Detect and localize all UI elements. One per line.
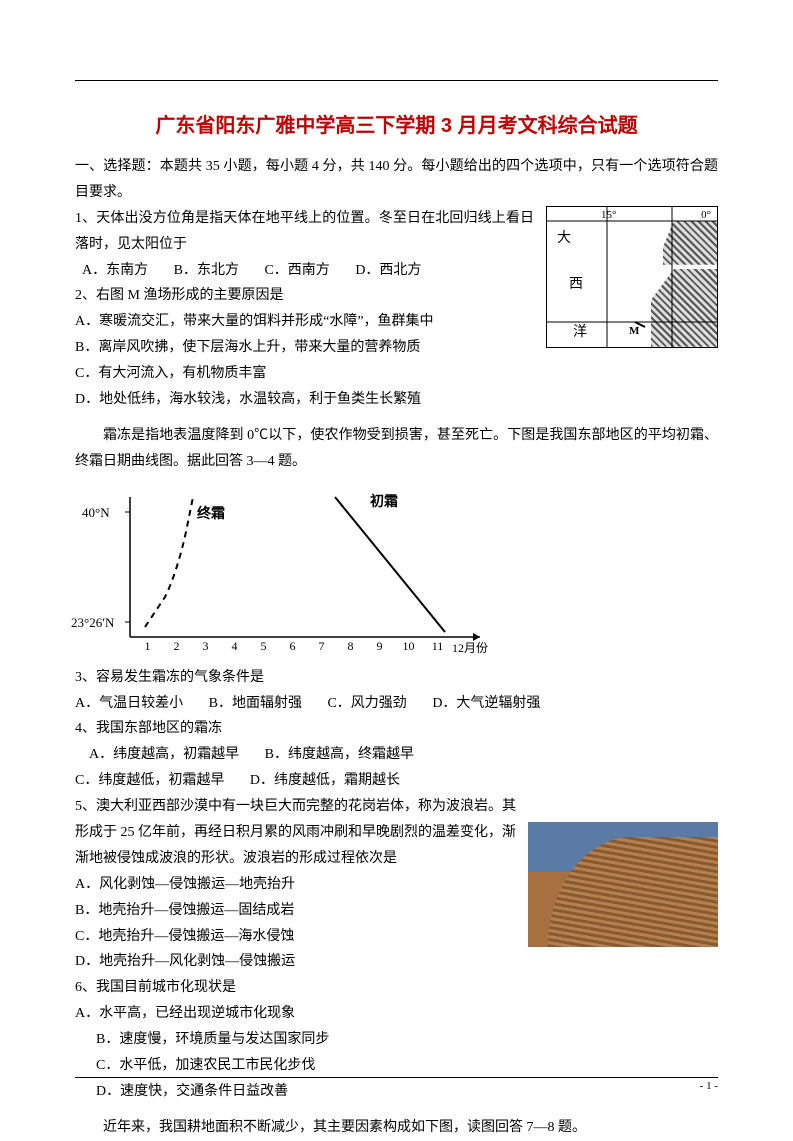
- q4-opt-b: B．纬度越高，终霜越早: [265, 747, 414, 762]
- q1-opt-c: C．西南方: [264, 263, 329, 278]
- x-5: 5: [249, 639, 278, 656]
- x-9: 9: [365, 639, 394, 656]
- x-6: 6: [278, 639, 307, 656]
- q3-opt-b: B．地面辐射强: [209, 696, 302, 711]
- x-10: 10: [394, 639, 423, 656]
- q3-opt-d: D．大气逆辐射强: [432, 696, 540, 711]
- q2-opt-c: C．有大河流入，有机物质丰富: [75, 361, 718, 387]
- x-3: 3: [191, 639, 220, 656]
- frost-chart: 40°N 23°26′N 1 2 3 4 5 6 7 8 9 10 11 12月…: [75, 487, 495, 657]
- page-footer: - 1 -: [75, 1077, 718, 1092]
- exam-title: 广东省阳东广雅中学高三下学期 3 月月考文科综合试题: [75, 109, 718, 138]
- x-1: 1: [133, 639, 162, 656]
- passage-7-8: 近年来，我国耕地面积不断减少，其主要因素构成如下图，读图回答 7—8 题。: [75, 1115, 718, 1141]
- x-2: 2: [162, 639, 191, 656]
- map-label-yang: 洋: [573, 321, 587, 341]
- passage-3-4: 霜冻是指地表温度降到 0℃以下，使农作物受到损害，甚至死亡。下图是我国东部地区的…: [75, 423, 718, 475]
- q6-stem: 6、我国目前城市化现状是: [75, 975, 718, 1001]
- q4-options-ab: A．纬度越高，初霜越早 B．纬度越高，终霜越早: [75, 742, 718, 768]
- x-11: 11: [423, 639, 452, 656]
- x-7: 7: [307, 639, 336, 656]
- x-8: 8: [336, 639, 365, 656]
- chart-label-zhong: 终霜: [197, 503, 225, 523]
- q6-opt-a: A．水平高，已经出现逆城市化现象: [75, 1001, 718, 1027]
- q3-stem: 3、容易发生霜冻的气象条件是: [75, 665, 718, 691]
- q1-opt-d: D．西北方: [355, 263, 421, 278]
- q6-opt-b: B．速度慢，环境质量与发达国家同步: [75, 1027, 718, 1053]
- map-figure: 15° 0° 30° 大 西 洋 M: [546, 206, 718, 348]
- page-number: - 1 -: [700, 1080, 718, 1092]
- q4-opt-a: A．纬度越高，初霜越早: [89, 747, 239, 762]
- q3-opt-c: C．风力强劲: [327, 696, 406, 711]
- x-4: 4: [220, 639, 249, 656]
- q4-opt-c: C．纬度越低，初霜越早: [75, 773, 224, 788]
- q4-stem: 4、我国东部地区的霜冻: [75, 716, 718, 742]
- chart-label-chu: 初霜: [370, 491, 398, 511]
- q2-opt-d: D．地处低纬，海水较浅，水温较高，利于鱼类生长繁殖: [75, 387, 718, 413]
- wave-rock-photo: [528, 822, 718, 947]
- q4-opt-d: D．纬度越低，霜期越长: [250, 773, 400, 788]
- q3-options: A．气温日较差小 B．地面辐射强 C．风力强劲 D．大气逆辐射强: [75, 691, 718, 717]
- q6-opt-c: C．水平低，加速农民工市民化步伐: [75, 1053, 718, 1079]
- q4-options-cd: C．纬度越低，初霜越早 D．纬度越低，霜期越长: [75, 768, 718, 794]
- q3-opt-a: A．气温日较差小: [75, 696, 183, 711]
- map-label-xi: 西: [569, 273, 583, 293]
- section-instructions: 一、选择题：本题共 35 小题，每小题 4 分，共 140 分。每小题给出的四个…: [75, 154, 718, 206]
- x-12: 12月份: [452, 639, 496, 656]
- q1-opt-b: B．东北方: [174, 263, 239, 278]
- q5-opt-d: D．地壳抬升—风化剥蚀—侵蚀搬运: [75, 949, 718, 975]
- q1-opt-a: A．东南方: [82, 263, 148, 278]
- map-label-m: M: [629, 325, 639, 337]
- chart-y-top: 40°N: [82, 505, 110, 521]
- chart-y-bot: 23°26′N: [71, 615, 114, 631]
- map-label-da: 大: [557, 227, 571, 247]
- top-rule: [75, 80, 718, 81]
